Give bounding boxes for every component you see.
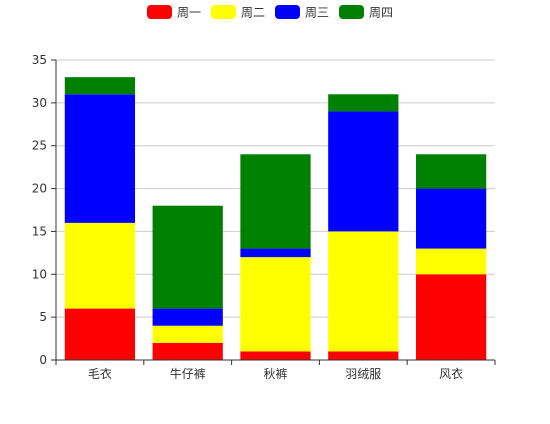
legend-item-1[interactable]: 周一 xyxy=(147,5,201,20)
bar-segment-羽绒服-周四[interactable] xyxy=(328,94,399,112)
y-tick-label: 25 xyxy=(32,139,47,153)
x-tick-label: 毛衣 xyxy=(88,366,112,381)
bar-segment-秋裤-周三[interactable] xyxy=(240,248,311,258)
bar-segment-风衣-周三[interactable] xyxy=(415,188,487,249)
bar-segment-牛仔裤-周二[interactable] xyxy=(152,325,223,343)
bar-segment-牛仔裤-周一[interactable] xyxy=(152,342,223,360)
legend-item-3[interactable]: 周三 xyxy=(275,5,329,20)
x-tick-label: 牛仔裤 xyxy=(170,366,206,381)
bar-segment-秋裤-周一[interactable] xyxy=(240,351,311,360)
x-tick-label: 羽绒服 xyxy=(345,367,381,381)
legend-label: 周三 xyxy=(305,6,329,20)
legend-swatch xyxy=(339,5,364,19)
x-tick-label: 风衣 xyxy=(439,366,463,381)
bar-segment-风衣-周二[interactable] xyxy=(415,248,487,275)
legend-swatch xyxy=(211,5,236,19)
legend-swatch xyxy=(147,5,172,19)
y-tick-label: 15 xyxy=(32,224,47,238)
y-tick-label: 20 xyxy=(32,182,47,196)
legend-item-2[interactable]: 周二 xyxy=(211,5,265,20)
y-tick-label: 35 xyxy=(32,53,47,67)
legend-label: 周四 xyxy=(369,6,393,20)
y-tick-label: 0 xyxy=(39,353,47,367)
bar-segment-风衣-周一[interactable] xyxy=(415,274,487,360)
legend-label: 周一 xyxy=(177,6,201,20)
y-tick-label: 10 xyxy=(32,267,47,281)
y-tick-label: 30 xyxy=(32,96,47,110)
legend-label: 周二 xyxy=(241,6,265,20)
bar-segment-羽绒服-周二[interactable] xyxy=(328,231,399,352)
bar-segment-毛衣-周一[interactable] xyxy=(64,308,136,360)
bar-segment-牛仔裤-周四[interactable] xyxy=(152,205,223,309)
bar-segment-羽绒服-周一[interactable] xyxy=(328,351,399,360)
bar-segment-风衣-周四[interactable] xyxy=(415,154,487,189)
bar-segment-秋裤-周四[interactable] xyxy=(240,154,311,249)
bar-segment-毛衣-周二[interactable] xyxy=(64,222,136,309)
bar-segment-毛衣-周四[interactable] xyxy=(64,77,136,95)
bar-segment-羽绒服-周三[interactable] xyxy=(328,111,399,232)
bar-segment-牛仔裤-周三[interactable] xyxy=(152,308,223,326)
x-tick-label: 秋裤 xyxy=(263,367,287,381)
y-tick-label: 5 xyxy=(39,310,47,324)
bar-segment-秋裤-周二[interactable] xyxy=(240,257,311,352)
legend[interactable]: 周一 周二 周三 周四 xyxy=(147,5,393,20)
axes: 0 5 10 15 20 25 30 35 毛衣 牛仔裤 秋裤 羽绒服 风衣 xyxy=(32,53,496,381)
legend-swatch xyxy=(275,5,300,19)
bars xyxy=(64,77,487,360)
bar-segment-毛衣-周三[interactable] xyxy=(64,94,136,223)
legend-item-4[interactable]: 周四 xyxy=(339,5,393,20)
